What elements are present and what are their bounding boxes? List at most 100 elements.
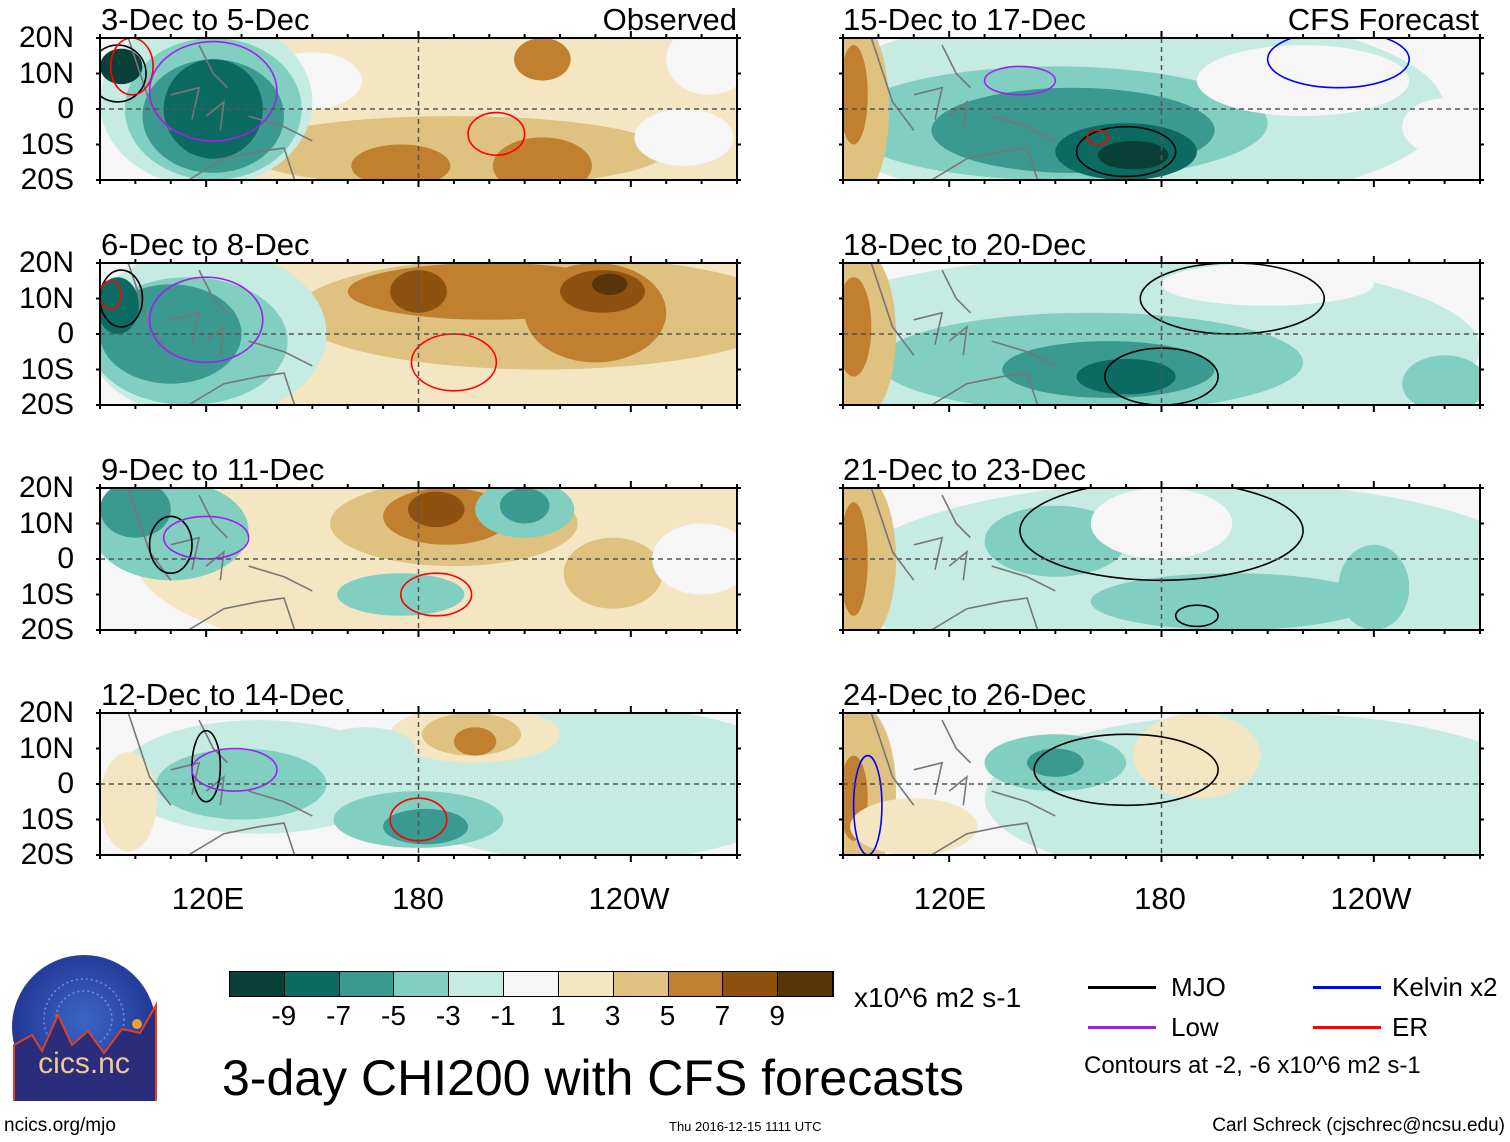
contour-line xyxy=(109,38,154,96)
map-panel xyxy=(96,706,741,862)
contour-line xyxy=(1075,125,1177,178)
map-panel xyxy=(96,256,741,412)
anomaly-region xyxy=(163,59,263,159)
legend-mjo: MJO xyxy=(1171,972,1226,1002)
footer-url[interactable]: ncics.org/mjo xyxy=(4,1115,116,1136)
contour-line xyxy=(100,279,123,310)
legend-low-line xyxy=(1088,1026,1156,1029)
figure-title: 3-day CHI200 with CFS forecasts xyxy=(222,1050,964,1106)
lat-label: 10S xyxy=(20,127,74,161)
cics-logo: cics.nc xyxy=(12,955,157,1101)
lat-label: 10N xyxy=(18,281,74,315)
legend-er-line xyxy=(1313,1026,1381,1029)
contour-line xyxy=(148,40,278,142)
anomaly-region xyxy=(315,727,415,770)
lon-label: 180 xyxy=(392,881,444,916)
colorbar-label: 1 xyxy=(550,1000,566,1031)
colorbar-cell xyxy=(613,972,669,996)
map-panel xyxy=(839,706,1484,862)
anomaly-region xyxy=(1076,358,1176,395)
anomaly-region xyxy=(591,273,628,295)
contour-line xyxy=(852,754,883,855)
contour-line xyxy=(467,111,526,156)
contour-line xyxy=(191,747,278,792)
lon-label: 120E xyxy=(913,881,987,916)
colorbar-label: 9 xyxy=(769,1000,785,1031)
anomaly-region xyxy=(453,727,497,756)
lon-label: 180 xyxy=(1134,881,1186,916)
panel-title: 3-Dec to 5-Dec xyxy=(101,2,310,37)
legend-kelvin: Kelvin x2 xyxy=(1392,972,1498,1002)
coastline xyxy=(870,263,1056,405)
map-panel xyxy=(96,481,741,637)
panel-title: 18-Dec to 20-Dec xyxy=(843,227,1086,262)
colorbar-label: -3 xyxy=(435,1000,461,1031)
colorbar-cell xyxy=(558,972,614,996)
coastline xyxy=(870,713,1056,855)
anomaly-region xyxy=(666,38,737,95)
lat-label: 10N xyxy=(18,56,74,90)
map-panel xyxy=(839,481,1484,637)
contour-line xyxy=(1174,604,1219,628)
colorbar xyxy=(229,971,834,997)
colorbar-cell xyxy=(668,972,724,996)
panel-title: 6-Dec to 8-Dec xyxy=(101,227,310,262)
lat-label: 0 xyxy=(57,92,74,125)
contour-line xyxy=(400,572,473,617)
anomaly-region xyxy=(100,488,171,538)
colorbar-cell xyxy=(230,972,285,996)
panel-title: 9-Dec to 11-Dec xyxy=(101,452,325,487)
lon-label: 120E xyxy=(171,881,245,916)
anomaly-region xyxy=(843,45,868,145)
coastline xyxy=(870,38,1056,180)
anomaly-region xyxy=(100,752,157,852)
contour-line xyxy=(100,269,144,328)
lat-label: 20S xyxy=(20,613,74,646)
footer-author: Carl Schreck (cjschrec@ncsu.edu) xyxy=(1212,1115,1505,1136)
coastline xyxy=(870,488,1056,630)
lat-label: 10N xyxy=(18,731,74,765)
anomaly-region xyxy=(407,491,465,528)
observed-tag: Observed xyxy=(602,2,737,37)
legend-kelvin-line xyxy=(1313,986,1381,989)
anomaly-region xyxy=(1090,488,1233,559)
lat-label: 10S xyxy=(20,577,74,611)
map-panel xyxy=(839,256,1484,412)
forecast-tag: CFS Forecast xyxy=(1287,2,1479,37)
legend-mjo-line xyxy=(1088,986,1156,989)
colorbar-label: -5 xyxy=(381,1000,406,1031)
contour-line xyxy=(1266,38,1411,89)
panel-title: 21-Dec to 23-Dec xyxy=(843,452,1086,487)
colorbar-units: x10^6 m2 s-1 xyxy=(854,982,1022,1013)
colorbar-cell xyxy=(504,972,559,996)
lat-label: 10S xyxy=(20,802,74,836)
contour-line xyxy=(162,515,250,560)
lat-label: 20N xyxy=(18,246,74,279)
anomaly-region xyxy=(100,48,143,85)
colorbar-cell xyxy=(339,972,395,996)
logo-text: cics.nc xyxy=(38,1047,130,1080)
legend-low: Low xyxy=(1171,1012,1219,1042)
anomaly-region xyxy=(514,38,571,81)
lat-label: 20N xyxy=(18,471,74,504)
colorbar-cell xyxy=(778,972,833,996)
panel-title: 15-Dec to 17-Dec xyxy=(843,2,1086,37)
lat-label: 0 xyxy=(57,542,74,575)
anomaly-region xyxy=(843,277,872,377)
contour-line xyxy=(1033,733,1219,807)
lat-label: 0 xyxy=(57,317,74,350)
anomaly-region xyxy=(1133,713,1261,799)
anomaly-region xyxy=(850,798,978,855)
anomaly-region xyxy=(499,488,550,524)
colorbar-label: -9 xyxy=(271,1000,297,1031)
colorbar-label: 5 xyxy=(659,1000,676,1031)
anomaly-region xyxy=(634,109,734,166)
anomaly-region xyxy=(1338,544,1410,630)
anomaly-region xyxy=(1196,45,1410,117)
lat-label: 0 xyxy=(57,767,74,800)
legend-er: ER xyxy=(1392,1012,1429,1042)
anomaly-region xyxy=(1097,140,1169,170)
coastline xyxy=(127,713,313,855)
lat-label: 20N xyxy=(18,21,74,54)
